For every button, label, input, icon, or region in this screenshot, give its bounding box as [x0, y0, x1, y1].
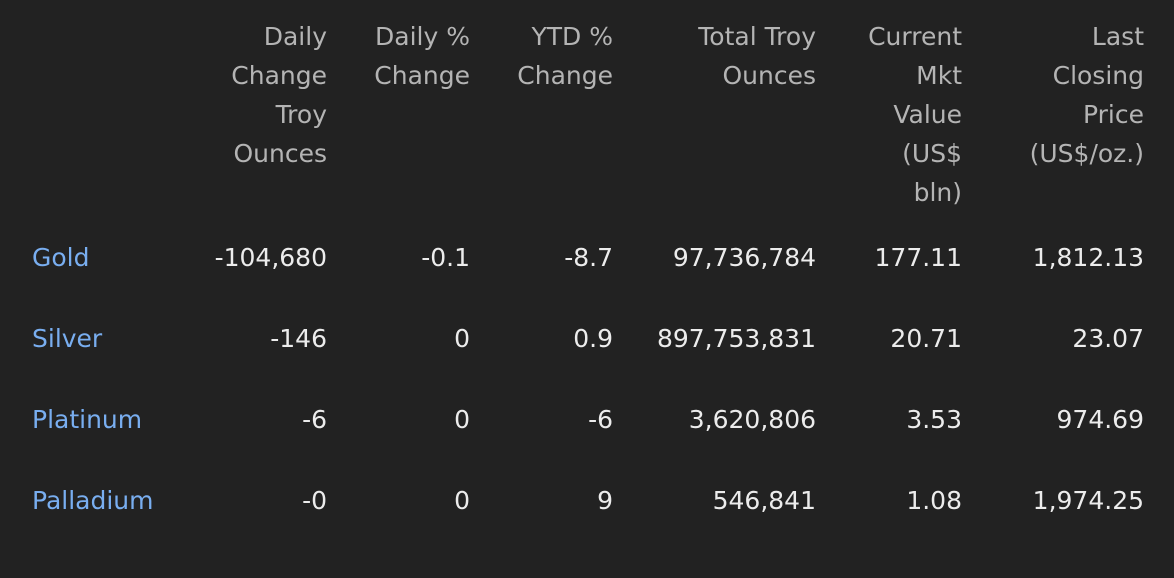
- header-metal: [16, 14, 176, 217]
- header-last-closing-price: Last Closing Price (US$/oz.): [1029, 22, 1144, 168]
- cell-last-price: 974.69: [1056, 404, 1144, 434]
- header-daily-pct-change: Daily % Change: [374, 22, 470, 90]
- cell-ytd-pct: -6: [588, 404, 613, 434]
- header-ytd-pct-change: YTD % Change: [517, 22, 613, 90]
- cell-daily-change-oz: -146: [270, 323, 327, 353]
- cell-daily-pct: -0.1: [421, 242, 470, 272]
- cell-ytd-pct: 0.9: [573, 323, 613, 353]
- precious-metals-holdings-table: Daily Change Troy Ounces Daily % Change …: [16, 14, 1144, 541]
- cell-daily-pct: 0: [454, 404, 470, 434]
- cell-daily-pct: 0: [454, 323, 470, 353]
- cell-total-oz: 897,753,831: [656, 323, 816, 353]
- cell-daily-pct: 0: [454, 485, 470, 515]
- metal-link-platinum[interactable]: Platinum: [32, 404, 143, 434]
- table-header-row: Daily Change Troy Ounces Daily % Change …: [16, 14, 1144, 217]
- table-row: Silver -146 0 0.9 897,753,831 20.71 23.0…: [16, 298, 1144, 379]
- cell-daily-change-oz: -6: [302, 404, 327, 434]
- cell-total-oz: 546,841: [712, 485, 816, 515]
- cell-ytd-pct: 9: [597, 485, 613, 515]
- metal-link-gold[interactable]: Gold: [32, 242, 90, 272]
- cell-daily-change-oz: -104,680: [214, 242, 327, 272]
- cell-last-price: 23.07: [1072, 323, 1144, 353]
- cell-mkt-value: 20.71: [890, 323, 962, 353]
- cell-mkt-value: 1.08: [906, 485, 962, 515]
- header-current-mkt-value: Current Mkt Value (US$ bln): [868, 22, 962, 207]
- table-row: Platinum -6 0 -6 3,620,806 3.53 974.69: [16, 379, 1144, 460]
- cell-total-oz: 97,736,784: [672, 242, 816, 272]
- metal-link-palladium[interactable]: Palladium: [32, 485, 154, 515]
- cell-mkt-value: 3.53: [906, 404, 962, 434]
- cell-mkt-value: 177.11: [874, 242, 962, 272]
- cell-total-oz: 3,620,806: [688, 404, 816, 434]
- metal-link-silver[interactable]: Silver: [32, 323, 103, 353]
- cell-daily-change-oz: -0: [302, 485, 327, 515]
- cell-last-price: 1,812.13: [1032, 242, 1144, 272]
- cell-ytd-pct: -8.7: [564, 242, 613, 272]
- cell-last-price: 1,974.25: [1032, 485, 1144, 515]
- header-daily-change-troy-ounces: Daily Change Troy Ounces: [231, 22, 327, 168]
- header-total-troy-ounces: Total Troy Ounces: [698, 22, 816, 90]
- table-row: Gold -104,680 -0.1 -8.7 97,736,784 177.1…: [16, 217, 1144, 298]
- table-row: Palladium -0 0 9 546,841 1.08 1,974.25: [16, 460, 1144, 541]
